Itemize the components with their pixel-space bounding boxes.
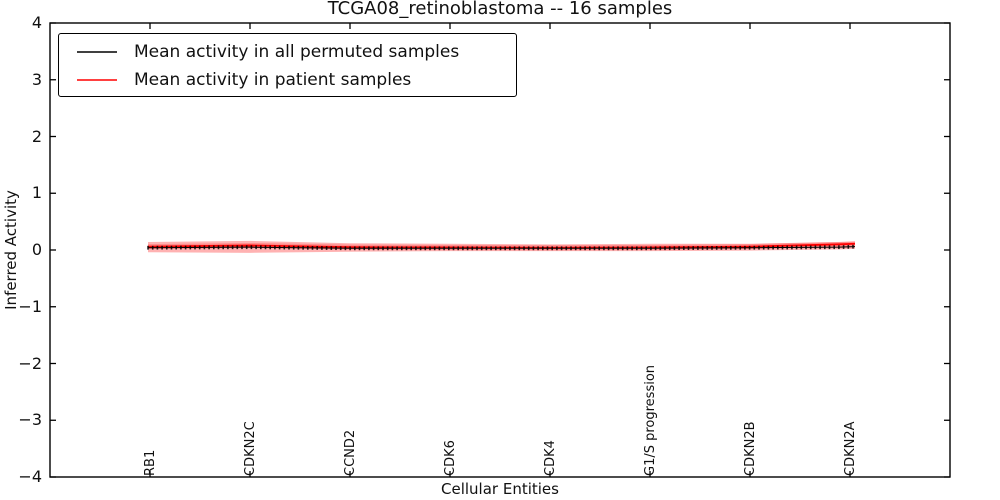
y-tick-labels: 4 3 2 1 0 −1 −2 −3 −4: [0, 0, 46, 500]
y-tick-label: −4: [18, 467, 42, 486]
y-tick-label: 2: [31, 126, 42, 146]
legend-label-permuted: Mean activity in all permuted samples: [134, 42, 460, 62]
y-tick-label: 4: [31, 13, 42, 32]
y-tick-label: 0: [31, 240, 42, 259]
x-tick-label: CCND2: [343, 429, 358, 476]
legend: Mean activity in all permuted samples Me…: [58, 33, 517, 97]
chart-title: TCGA08_retinoblastoma -- 16 samples: [327, 0, 673, 19]
x-tick-label: CDKN2B: [743, 421, 758, 476]
y-tick-label: 3: [31, 69, 42, 89]
x-tick-label: CDKN2C: [243, 421, 258, 476]
y-tick-label: −3: [18, 410, 42, 430]
x-axis-label: Cellular Entities: [441, 480, 559, 498]
y-tick-label: −2: [18, 353, 42, 373]
legend-entry-permuted: Mean activity in all permuted samples: [75, 38, 516, 66]
x-tick-label: CDK4: [543, 440, 558, 476]
x-tick-label: RB1: [143, 449, 158, 476]
axis-ticks: [50, 22, 950, 478]
legend-entry-patient: Mean activity in patient samples: [75, 66, 516, 94]
legend-label-patient: Mean activity in patient samples: [134, 70, 412, 90]
x-tick-label: CDK6: [443, 440, 458, 476]
legend-line-icon: [77, 51, 117, 53]
patient-mean-line: [147, 241, 856, 251]
legend-line-icon: [77, 79, 117, 81]
y-tick-label: −1: [18, 296, 42, 316]
x-tick-label: G1/S progression: [643, 364, 658, 476]
x-tick-label: CDKN2A: [843, 421, 858, 476]
permuted-mean-line: [147, 244, 856, 251]
y-tick-label: 1: [31, 183, 42, 203]
